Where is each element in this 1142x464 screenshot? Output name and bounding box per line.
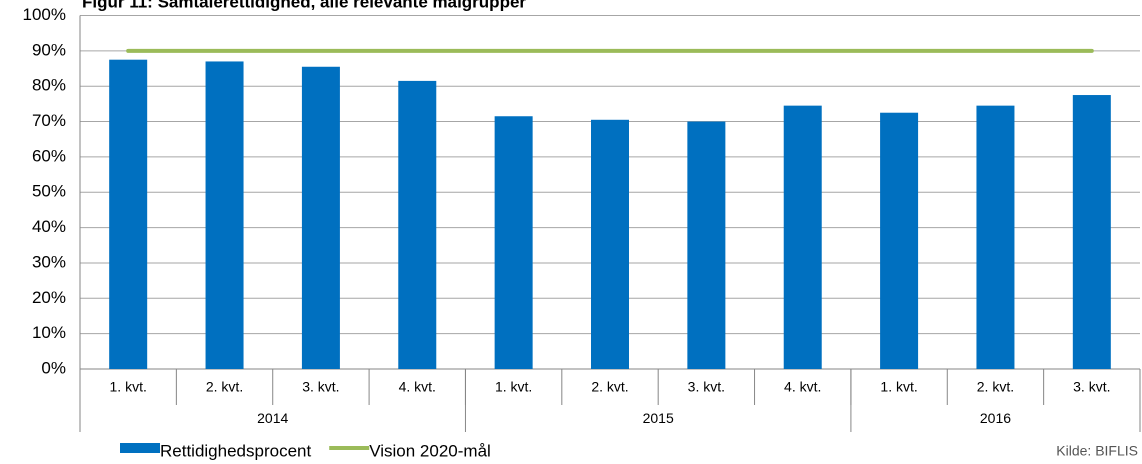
y-tick-label: 50% — [32, 182, 66, 201]
x-tick-label: 2. kvt. — [977, 379, 1014, 395]
x-tick-label: 1. kvt. — [495, 379, 532, 395]
bar — [976, 105, 1015, 369]
x-group-label: 2014 — [257, 410, 288, 426]
legend-label: Vision 2020-mål — [369, 441, 491, 460]
bar — [301, 66, 340, 369]
y-tick-label: 20% — [32, 288, 66, 307]
bar — [1072, 95, 1111, 369]
bar — [494, 116, 533, 369]
x-tick-label: 2. kvt. — [591, 379, 628, 395]
bar — [109, 59, 148, 369]
legend-swatch — [120, 443, 160, 453]
x-tick-label: 3. kvt. — [688, 379, 725, 395]
x-tick-label: 1. kvt. — [880, 379, 917, 395]
y-tick-label: 10% — [32, 323, 66, 342]
x-tick-label: 2. kvt. — [206, 379, 243, 395]
x-tick-label: 4. kvt. — [784, 379, 821, 395]
x-group-label: 2016 — [980, 410, 1011, 426]
y-tick-label: 90% — [32, 40, 66, 59]
y-tick-label: 80% — [32, 76, 66, 95]
x-tick-label: 4. kvt. — [399, 379, 436, 395]
x-tick-label: 3. kvt. — [1073, 379, 1110, 395]
x-group-label: 2015 — [643, 410, 674, 426]
bar — [783, 105, 822, 369]
legend-label: Rettidighedsprocent — [160, 441, 311, 460]
bar — [205, 61, 244, 370]
bar — [591, 119, 629, 369]
source: Kilde: BIFLIS — [1056, 443, 1138, 459]
y-tick-label: 60% — [32, 146, 66, 165]
y-tick-label: 100% — [23, 5, 66, 24]
y-tick-label: 40% — [32, 217, 66, 236]
bar — [687, 121, 726, 369]
x-tick-label: 3. kvt. — [302, 379, 339, 395]
x-tick-label: 1. kvt. — [110, 379, 147, 395]
y-tick-label: 30% — [32, 252, 66, 271]
y-tick-label: 70% — [32, 111, 66, 130]
bar — [398, 80, 437, 370]
y-tick-label: 0% — [41, 358, 66, 377]
chart-title: Figur 11: Samtalerettidighed, alle relev… — [82, 0, 526, 11]
bar — [880, 112, 919, 370]
